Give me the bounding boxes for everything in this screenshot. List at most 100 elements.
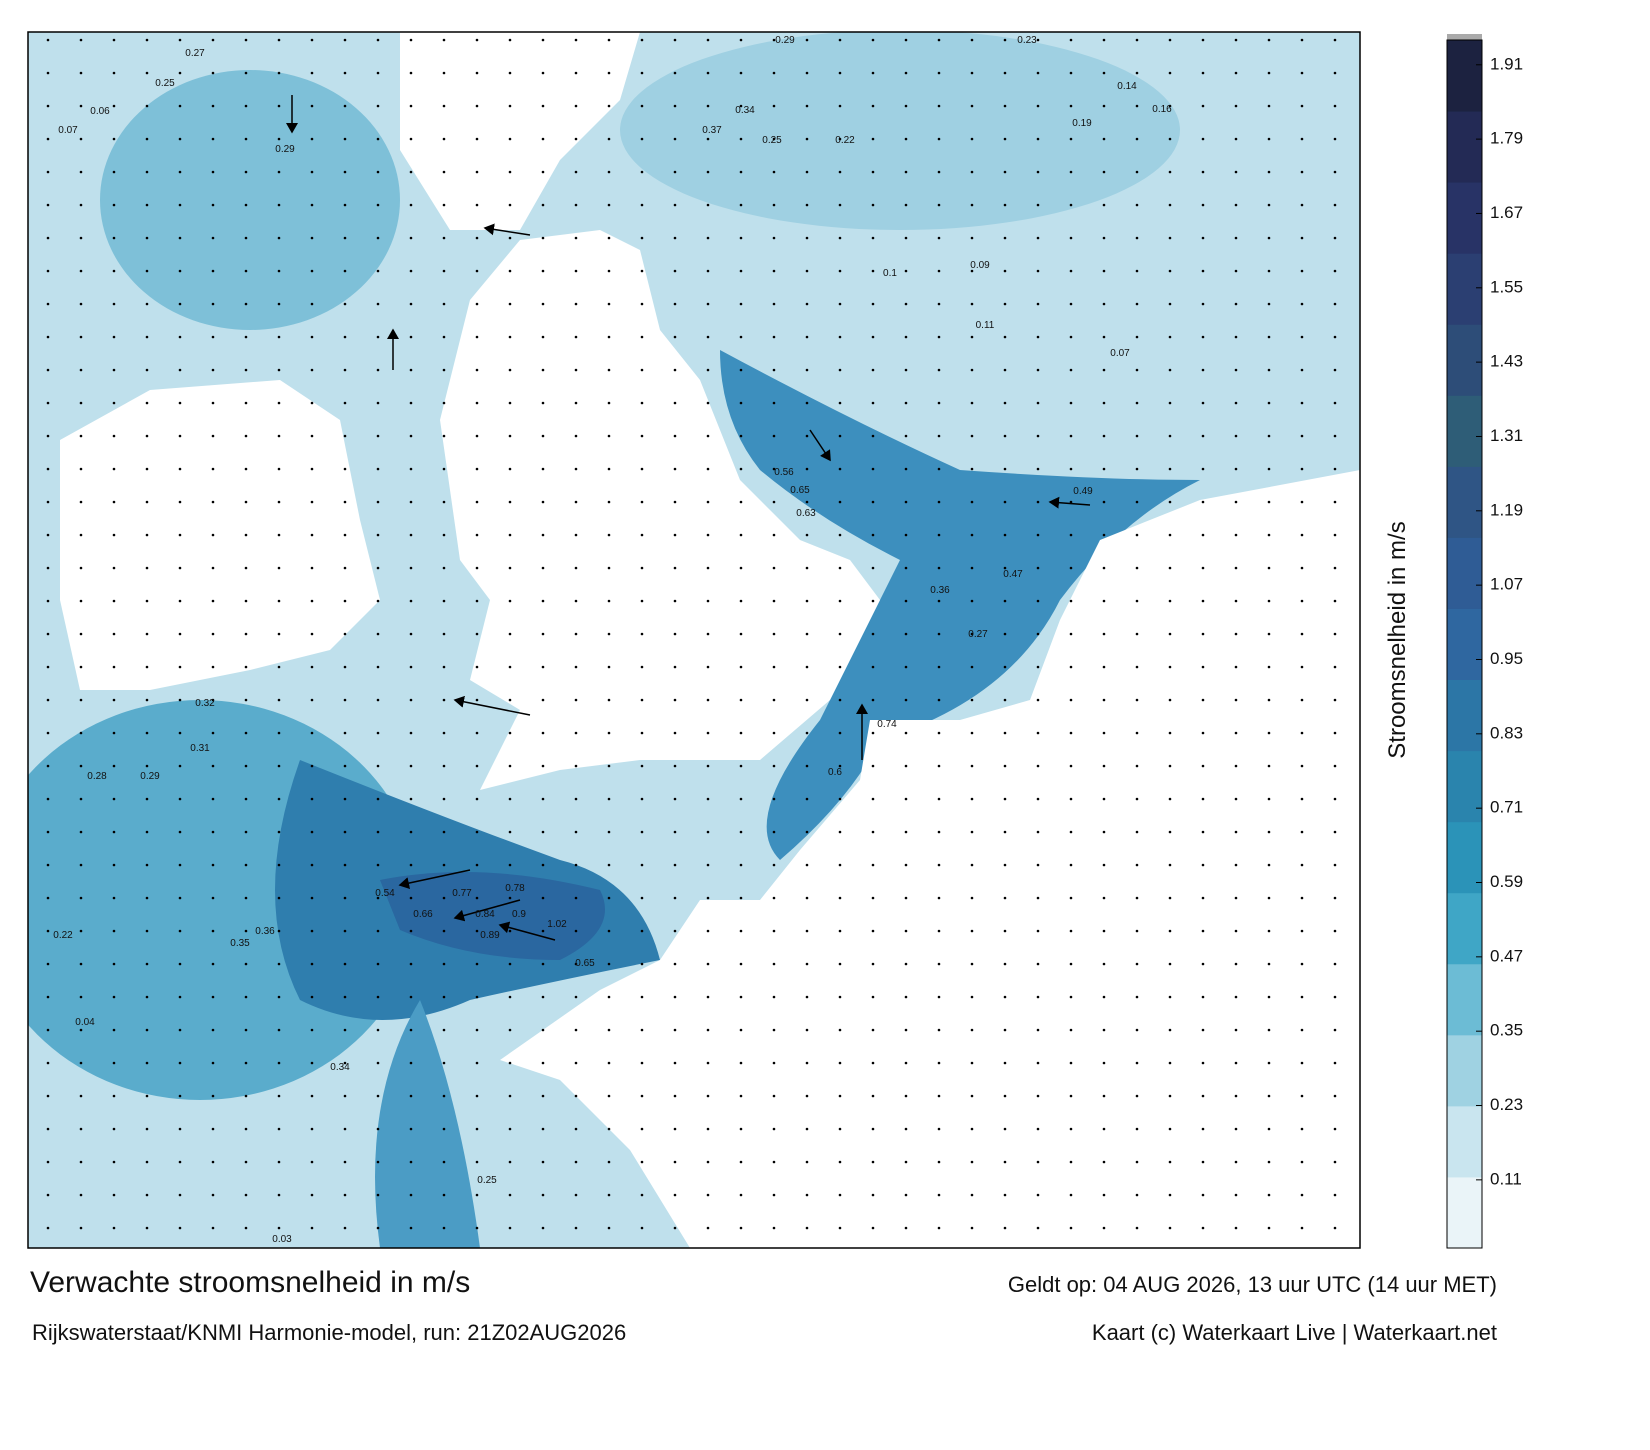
- grid-dot: [310, 71, 314, 75]
- grid-dot: [178, 203, 182, 207]
- grid-dot: [1234, 1028, 1238, 1032]
- value-label: 0.25: [477, 1175, 497, 1186]
- grid-dot: [805, 1094, 809, 1098]
- grid-dot: [1267, 698, 1271, 702]
- grid-dot: [277, 467, 281, 471]
- grid-dot: [871, 731, 875, 735]
- grid-dot: [1069, 434, 1073, 438]
- grid-dot: [211, 467, 215, 471]
- colorbar-band: [1447, 537, 1482, 609]
- grid-dot: [574, 830, 578, 834]
- grid-dot: [805, 632, 809, 636]
- grid-dot: [79, 104, 83, 108]
- value-label: 0.65: [575, 958, 595, 969]
- grid-dot: [937, 599, 941, 603]
- grid-dot: [805, 500, 809, 504]
- grid-dot: [376, 1127, 380, 1131]
- grid-dot: [1333, 797, 1337, 801]
- grid-dot: [310, 1226, 314, 1230]
- grid-dot: [838, 566, 842, 570]
- grid-dot: [673, 401, 677, 405]
- grid-dot: [277, 896, 281, 900]
- grid-dot: [1102, 566, 1106, 570]
- grid-dot: [607, 665, 611, 669]
- grid-dot: [1102, 1160, 1106, 1164]
- grid-dot: [1333, 71, 1337, 75]
- grid-dot: [541, 764, 545, 768]
- grid-dot: [772, 962, 776, 966]
- grid-dot: [112, 269, 116, 273]
- grid-dot: [970, 896, 974, 900]
- grid-dot: [112, 1028, 116, 1032]
- grid-dot: [211, 170, 215, 174]
- grid-dot: [508, 665, 512, 669]
- value-label: 0.31: [190, 743, 210, 754]
- grid-dot: [772, 830, 776, 834]
- grid-dot: [541, 830, 545, 834]
- grid-dot: [475, 1094, 479, 1098]
- grid-dot: [640, 236, 644, 240]
- grid-dot: [1168, 863, 1172, 867]
- grid-dot: [739, 104, 743, 108]
- map-title: Verwachte stroomsnelheid in m/s: [30, 1266, 470, 1299]
- grid-dot: [1069, 1193, 1073, 1197]
- grid-dot: [178, 962, 182, 966]
- grid-dot: [1267, 1094, 1271, 1098]
- grid-dot: [871, 599, 875, 603]
- grid-dot: [640, 962, 644, 966]
- grid-dot: [772, 1193, 776, 1197]
- grid-dot: [343, 665, 347, 669]
- grid-dot: [343, 302, 347, 306]
- grid-dot: [805, 368, 809, 372]
- grid-dot: [871, 104, 875, 108]
- grid-dot: [376, 599, 380, 603]
- grid-dot: [211, 1127, 215, 1131]
- grid-dot: [541, 170, 545, 174]
- grid-dot: [1135, 599, 1139, 603]
- land: [400, 32, 640, 230]
- grid-dot: [607, 203, 611, 207]
- grid-dot: [970, 698, 974, 702]
- grid-dot: [574, 1028, 578, 1032]
- grid-dot: [376, 104, 380, 108]
- grid-dot: [112, 302, 116, 306]
- grid-dot: [1036, 401, 1040, 405]
- grid-dot: [46, 797, 50, 801]
- grid-dot: [838, 698, 842, 702]
- grid-dot: [1267, 434, 1271, 438]
- grid-dot: [376, 368, 380, 372]
- grid-dot: [541, 467, 545, 471]
- grid-dot: [937, 104, 941, 108]
- grid-dot: [442, 71, 446, 75]
- grid-dot: [541, 1193, 545, 1197]
- grid-dot: [1267, 896, 1271, 900]
- grid-dot: [409, 269, 413, 273]
- grid-dot: [1300, 566, 1304, 570]
- grid-dot: [1300, 962, 1304, 966]
- value-label: 0.89: [480, 930, 500, 941]
- grid-dot: [178, 533, 182, 537]
- grid-dot: [1102, 71, 1106, 75]
- grid-dot: [1069, 896, 1073, 900]
- grid-dot: [871, 1160, 875, 1164]
- grid-dot: [1234, 137, 1238, 141]
- grid-dot: [1102, 269, 1106, 273]
- grid-dot: [1036, 995, 1040, 999]
- grid-dot: [1300, 104, 1304, 108]
- grid-dot: [442, 500, 446, 504]
- grid-dot: [607, 467, 611, 471]
- grid-dot: [46, 1193, 50, 1197]
- grid-dot: [508, 764, 512, 768]
- grid-dot: [409, 533, 413, 537]
- grid-dot: [145, 137, 149, 141]
- grid-dot: [1069, 203, 1073, 207]
- grid-dot: [673, 302, 677, 306]
- grid-dot: [739, 929, 743, 933]
- grid-dot: [244, 170, 248, 174]
- colorbar-band: [1447, 821, 1482, 894]
- grid-dot: [112, 203, 116, 207]
- grid-dot: [1102, 500, 1106, 504]
- grid-dot: [178, 995, 182, 999]
- grid-dot: [277, 71, 281, 75]
- grid-dot: [541, 896, 545, 900]
